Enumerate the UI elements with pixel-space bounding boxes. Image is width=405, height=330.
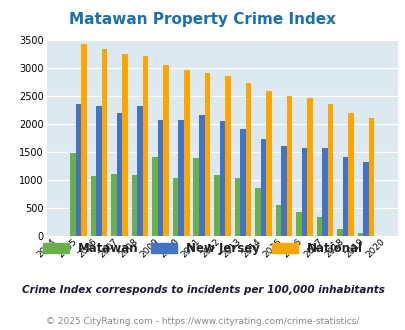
- Text: Crime Index corresponds to incidents per 100,000 inhabitants: Crime Index corresponds to incidents per…: [21, 285, 384, 295]
- Bar: [219, 121, 224, 236]
- Bar: [117, 113, 122, 236]
- Bar: [152, 157, 158, 236]
- Bar: [137, 106, 143, 236]
- Bar: [76, 104, 81, 236]
- Bar: [327, 104, 333, 236]
- Bar: [204, 73, 209, 236]
- Bar: [286, 96, 292, 236]
- Bar: [280, 146, 286, 236]
- Bar: [122, 53, 128, 236]
- Text: Matawan Property Crime Index: Matawan Property Crime Index: [69, 12, 336, 26]
- Bar: [260, 140, 265, 236]
- Bar: [81, 44, 87, 236]
- Bar: [193, 158, 198, 236]
- Bar: [254, 188, 260, 236]
- Bar: [163, 65, 168, 236]
- Bar: [265, 91, 271, 236]
- Bar: [295, 213, 301, 236]
- Bar: [275, 205, 280, 236]
- Bar: [224, 76, 230, 236]
- Bar: [111, 174, 117, 236]
- Bar: [337, 229, 342, 236]
- Bar: [347, 113, 353, 236]
- Bar: [239, 129, 245, 236]
- Legend: Matawan, New Jersey, National: Matawan, New Jersey, National: [38, 237, 367, 260]
- Bar: [234, 178, 239, 236]
- Text: © 2025 CityRating.com - https://www.cityrating.com/crime-statistics/: © 2025 CityRating.com - https://www.city…: [46, 317, 359, 326]
- Bar: [362, 162, 368, 236]
- Bar: [91, 176, 96, 236]
- Bar: [316, 217, 322, 236]
- Bar: [178, 120, 183, 236]
- Bar: [357, 233, 362, 236]
- Bar: [322, 148, 327, 236]
- Bar: [301, 148, 307, 236]
- Bar: [198, 115, 204, 236]
- Bar: [173, 178, 178, 236]
- Bar: [368, 117, 373, 236]
- Bar: [245, 83, 251, 236]
- Bar: [213, 175, 219, 236]
- Bar: [70, 153, 76, 236]
- Bar: [132, 175, 137, 236]
- Bar: [96, 106, 102, 236]
- Bar: [342, 157, 347, 236]
- Bar: [143, 56, 148, 236]
- Bar: [102, 49, 107, 236]
- Bar: [158, 120, 163, 236]
- Bar: [183, 70, 189, 236]
- Bar: [307, 98, 312, 236]
